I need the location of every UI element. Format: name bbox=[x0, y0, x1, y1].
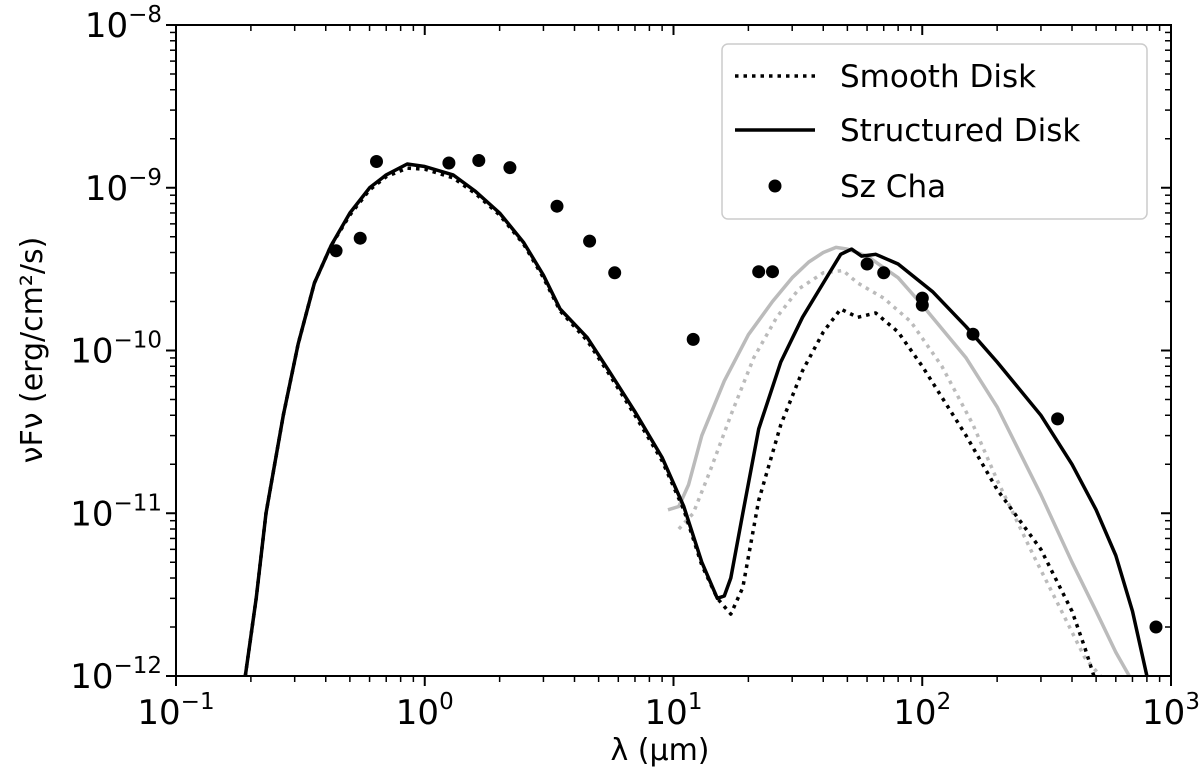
data-point-sz-cha bbox=[370, 155, 383, 168]
y-tick-label: 10−9 bbox=[85, 165, 162, 209]
data-point-sz-cha bbox=[877, 266, 891, 280]
data-point-sz-cha bbox=[1149, 620, 1163, 634]
x-tick-label: 102 bbox=[893, 689, 951, 733]
data-point-sz-cha bbox=[915, 298, 929, 312]
data-point-sz-cha bbox=[353, 231, 367, 245]
data-point-sz-cha bbox=[608, 266, 622, 280]
data-point-sz-cha bbox=[766, 265, 779, 279]
x-tick-label: 100 bbox=[396, 689, 454, 733]
y-tick-label: 10−8 bbox=[85, 2, 162, 46]
tick-labels-layer: 10−1 100 101 102 103 10−12 10−11 10−10 10−9 10−8 bbox=[70, 2, 1200, 733]
data-point-sz-cha bbox=[503, 161, 517, 175]
legend-label-structured-disk: Structured Disk bbox=[840, 113, 1080, 149]
legend-marker-sz-cha bbox=[768, 179, 782, 193]
legend-box bbox=[721, 43, 1148, 220]
x-axis-label: λ (μm) bbox=[610, 733, 709, 768]
x-tick-label: 103 bbox=[1142, 689, 1200, 733]
data-point-sz-cha bbox=[550, 199, 564, 213]
legend-label-sz-cha: Sz Cha bbox=[840, 169, 946, 205]
data-point-sz-cha bbox=[472, 154, 486, 167]
y-tick-label: 10−12 bbox=[70, 653, 162, 697]
legend: Smooth Disk Structured Disk Sz Cha bbox=[721, 43, 1148, 220]
x-tick-label: 101 bbox=[645, 689, 703, 733]
data-point-sz-cha bbox=[686, 332, 700, 346]
data-point-sz-cha bbox=[583, 234, 597, 248]
y-axis-label: νFν (erg/cm²/s) bbox=[15, 237, 50, 464]
series-line-gray-solid bbox=[667, 245, 1131, 677]
series-layer bbox=[243, 162, 1149, 678]
data-point-sz-cha bbox=[966, 327, 980, 341]
data-points-layer bbox=[329, 154, 1163, 634]
data-point-sz-cha bbox=[329, 244, 343, 258]
data-point-sz-cha bbox=[860, 257, 874, 271]
data-point-sz-cha bbox=[442, 156, 456, 170]
data-point-sz-cha bbox=[752, 265, 766, 279]
ticks-layer bbox=[166, 24, 1172, 686]
legend-label-smooth-disk: Smooth Disk bbox=[840, 59, 1036, 95]
y-tick-label: 10−11 bbox=[70, 490, 162, 534]
x-tick-label: 10−1 bbox=[137, 689, 214, 733]
series-line-smooth-disk bbox=[243, 166, 1096, 677]
data-point-sz-cha bbox=[1051, 412, 1065, 426]
y-tick-label: 10−10 bbox=[70, 328, 162, 372]
